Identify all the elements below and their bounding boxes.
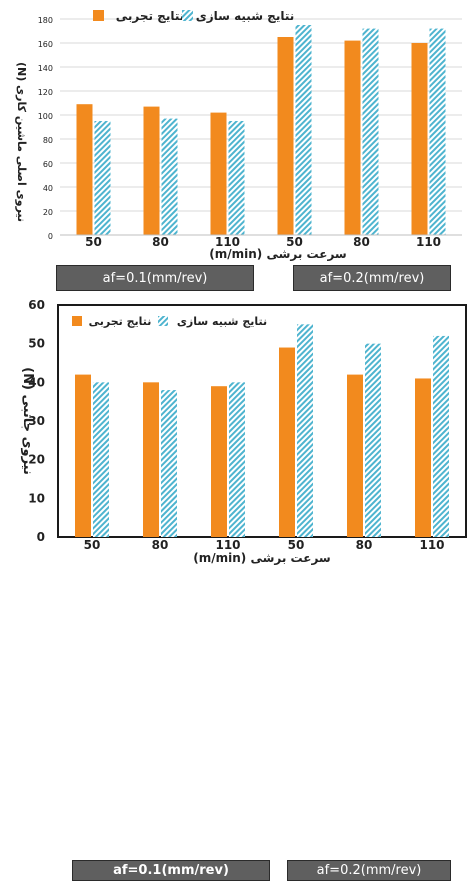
x-tick-label: 80 xyxy=(152,235,169,249)
bar-experimental xyxy=(210,112,227,235)
bar-simulation xyxy=(94,121,111,235)
y-tick-label: 0 xyxy=(37,530,45,544)
legend-label-experimental: نتایج تجربی xyxy=(89,315,152,328)
x-tick-label: 110 xyxy=(416,235,441,249)
bar-simulation xyxy=(297,324,313,537)
bar-experimental xyxy=(75,374,91,537)
y-tick-label: 40 xyxy=(43,184,53,193)
lateral-force-chart: 0 10 20 30 40 50 60 50 80 110 50 80 110 نتایج تجربی… xyxy=(20,298,467,565)
y-tick-label: 80 xyxy=(43,136,53,145)
y-tick-label: 140 xyxy=(38,64,53,73)
y-tick-label: 20 xyxy=(43,208,53,217)
x-tick-label: 50 xyxy=(84,538,101,552)
y-tick-label: 10 xyxy=(28,491,45,505)
top-chart-panel: 0 20 40 60 80 100 120 140 160 180 50 80 110 50 80 110 … xyxy=(0,0,470,292)
bar-experimental xyxy=(279,347,295,537)
legend-label-simulation: نتایج شبیه سازی xyxy=(196,9,295,23)
legend-swatch-experimental xyxy=(72,316,82,326)
plot-frame xyxy=(57,304,467,538)
y-tick-label: 60 xyxy=(43,160,53,169)
bar-simulation xyxy=(229,382,245,537)
y-tick-label: 20 xyxy=(28,453,45,467)
y-axis-label: نیروی جانبی (N) xyxy=(20,367,35,475)
feed-group-label-1: af=0.1(mm/rev) xyxy=(72,860,270,881)
bottom-chart-panel: 0 10 20 30 40 50 60 50 80 110 50 80 110 نتایج تجربی… xyxy=(0,292,470,881)
x-tick-label: 110 xyxy=(215,538,240,552)
x-tick-label: 50 xyxy=(288,538,305,552)
x-axis-label: سرعت برشی (m/min) xyxy=(209,247,346,261)
bar-experimental xyxy=(411,43,428,235)
legend-label-experimental: نتایج تجربی xyxy=(116,9,185,23)
bar-simulation xyxy=(295,25,312,235)
x-tick-label: 80 xyxy=(353,235,370,249)
y-tick-label: 160 xyxy=(38,40,53,49)
bar-experimental xyxy=(143,382,159,537)
x-tick-label: 50 xyxy=(85,235,102,249)
x-tick-label: 110 xyxy=(419,538,444,552)
y-tick-label: 30 xyxy=(28,414,45,428)
bar-experimental xyxy=(347,374,363,537)
bar-simulation xyxy=(93,382,109,537)
bar-simulation xyxy=(433,335,449,537)
bar-experimental xyxy=(277,37,294,235)
x-axis-label: سرعت برشی (m/min) xyxy=(193,551,330,565)
bar-experimental xyxy=(211,386,227,537)
bar-experimental xyxy=(143,106,160,235)
y-tick-label: 0 xyxy=(48,232,53,241)
x-tick-label: 110 xyxy=(215,235,240,249)
y-tick-label: 50 xyxy=(28,337,45,351)
bar-experimental xyxy=(415,378,431,537)
bar-simulation xyxy=(362,28,379,235)
x-tick-label: 50 xyxy=(286,235,303,249)
legend-label-simulation: نتایج شبیه سازی xyxy=(177,315,267,328)
y-axis-label: نیروی اصلی ماشین کاری (N) xyxy=(15,62,28,222)
y-tick-label: 60 xyxy=(28,298,45,312)
bar-experimental xyxy=(76,104,93,235)
bar-experimental xyxy=(344,40,361,235)
bar-simulation xyxy=(365,343,381,537)
y-tick-label: 180 xyxy=(38,16,53,25)
y-tick-label: 100 xyxy=(38,112,53,121)
y-tick-label: 40 xyxy=(28,375,45,389)
bar-simulation xyxy=(161,118,178,235)
feed-group-label-2: af=0.2(mm/rev) xyxy=(287,860,451,881)
x-tick-label: 80 xyxy=(356,538,373,552)
bar-simulation xyxy=(429,28,446,235)
legend-swatch-simulation xyxy=(158,316,168,326)
x-tick-label: 80 xyxy=(152,538,169,552)
legend-swatch-simulation xyxy=(182,10,193,21)
y-tick-label: 120 xyxy=(38,88,53,97)
bar-simulation xyxy=(161,390,177,537)
feed-group-label-2: af=0.2(mm/rev) xyxy=(293,265,451,291)
feed-group-label-1: af=0.1(mm/rev) xyxy=(56,265,254,291)
bar-simulation xyxy=(228,121,245,235)
legend-swatch-experimental xyxy=(93,10,104,21)
